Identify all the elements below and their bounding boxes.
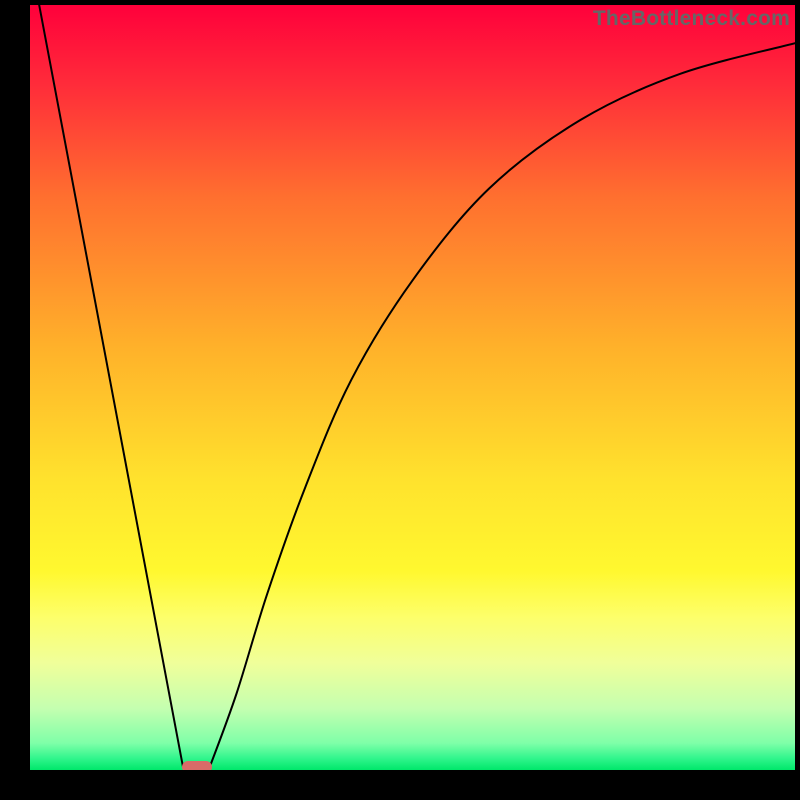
watermark-text: TheBottleneck.com [593,7,790,31]
bottleneck-curve [30,5,795,770]
frame-right [795,0,800,800]
plot-area [30,5,795,770]
frame-left [0,0,30,800]
frame-bottom [0,770,800,800]
minimum-marker [182,761,212,770]
